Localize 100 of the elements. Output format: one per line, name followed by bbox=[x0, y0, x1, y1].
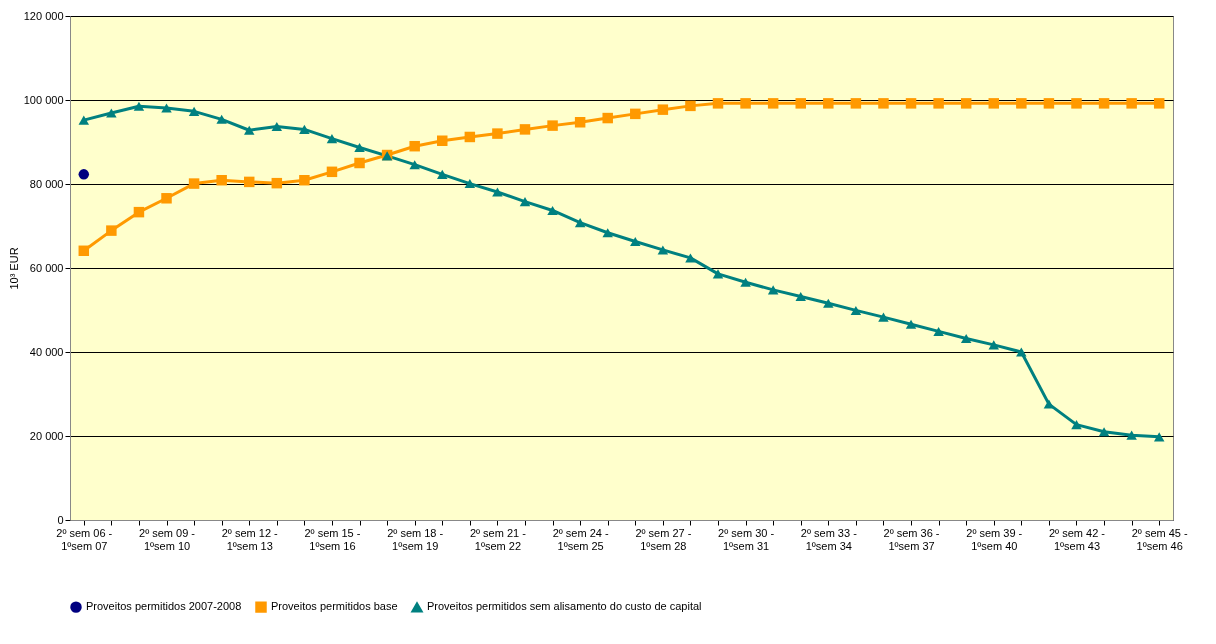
y-tick-label: 60 000 bbox=[29, 261, 64, 274]
point bbox=[243, 176, 255, 188]
point bbox=[712, 98, 724, 109]
point bbox=[795, 98, 806, 109]
point bbox=[630, 237, 641, 247]
y-tick-label: 120 000 bbox=[23, 9, 64, 22]
point bbox=[271, 177, 283, 189]
legend-label: Proveitos permitidos base bbox=[271, 600, 398, 613]
point bbox=[850, 98, 862, 109]
y-tick-label: 100 000 bbox=[23, 93, 64, 106]
point bbox=[933, 98, 944, 109]
legend-label: Proveitos permitidos sem alisamento do custo de capital bbox=[427, 600, 702, 613]
point bbox=[188, 178, 200, 189]
x-tick-label: 2º sem 27 - 1ºsem 28 bbox=[635, 526, 692, 552]
x-tick-label: 2º sem 30 - 1ºsem 31 bbox=[718, 526, 775, 552]
point bbox=[106, 108, 117, 118]
x-tick-label: 2º sem 24 - 1ºsem 25 bbox=[552, 526, 609, 552]
point bbox=[988, 98, 1000, 109]
point bbox=[547, 205, 558, 215]
point bbox=[409, 160, 420, 170]
point bbox=[1153, 98, 1165, 109]
x-tick-label: 2º sem 33 - 1ºsem 34 bbox=[800, 526, 858, 552]
point bbox=[492, 187, 503, 197]
point bbox=[602, 228, 613, 238]
point bbox=[740, 277, 751, 287]
point bbox=[1098, 98, 1110, 109]
point bbox=[161, 193, 172, 204]
point bbox=[354, 142, 365, 152]
point bbox=[960, 98, 972, 109]
point bbox=[492, 128, 503, 139]
point bbox=[299, 174, 310, 186]
point bbox=[464, 131, 476, 143]
x-tick-label: 2º sem 42 - 1ºsem 43 bbox=[1049, 526, 1106, 552]
point bbox=[740, 98, 751, 109]
y-tick-label: 40 000 bbox=[29, 345, 64, 358]
point bbox=[133, 101, 145, 111]
point bbox=[960, 334, 972, 344]
x-tick-label: 2º sem 36 - 1ºsem 37 bbox=[883, 526, 940, 552]
point bbox=[216, 114, 227, 124]
x-tick-label: 2º sem 15 - 1ºsem 16 bbox=[304, 526, 361, 552]
point bbox=[519, 124, 531, 135]
point bbox=[878, 312, 889, 322]
point bbox=[823, 98, 834, 109]
point bbox=[437, 169, 448, 179]
point bbox=[437, 135, 448, 146]
point bbox=[243, 125, 255, 135]
point bbox=[161, 103, 172, 113]
point bbox=[657, 104, 669, 115]
x-tick-label: 2º sem 18 - 1ºsem 19 bbox=[387, 526, 444, 552]
point bbox=[1016, 347, 1027, 357]
point bbox=[106, 225, 117, 236]
point bbox=[519, 197, 531, 207]
point bbox=[409, 140, 420, 152]
point bbox=[767, 98, 779, 109]
point bbox=[850, 305, 862, 315]
point bbox=[547, 120, 558, 131]
point bbox=[133, 206, 145, 218]
point bbox=[188, 106, 200, 116]
point bbox=[878, 98, 889, 109]
point bbox=[823, 298, 834, 308]
y-axis-title: 10³ EUR bbox=[7, 247, 20, 290]
point bbox=[905, 98, 917, 109]
point bbox=[1126, 430, 1137, 440]
x-tick-label: 2º sem 21 - 1ºsem 22 bbox=[469, 526, 527, 552]
point bbox=[574, 218, 586, 228]
point bbox=[1098, 427, 1110, 437]
y-tick-label: 80 000 bbox=[29, 177, 64, 190]
y-tick-label: 0 bbox=[57, 513, 64, 526]
x-tick-label: 2º sem 12 - 1ºsem 13 bbox=[221, 526, 279, 552]
point bbox=[933, 326, 944, 336]
point bbox=[78, 245, 90, 257]
point bbox=[271, 121, 283, 131]
point bbox=[78, 169, 90, 180]
point bbox=[326, 166, 338, 178]
point bbox=[354, 157, 365, 169]
point bbox=[657, 245, 669, 255]
point bbox=[685, 100, 696, 112]
point bbox=[1071, 98, 1082, 109]
point bbox=[1016, 98, 1027, 109]
point bbox=[78, 115, 90, 125]
point bbox=[1153, 432, 1165, 442]
x-tick-label: 2º sem 06 - 1ºsem 07 bbox=[56, 526, 113, 552]
point bbox=[299, 124, 310, 134]
point bbox=[1071, 420, 1082, 430]
point bbox=[988, 340, 1000, 350]
point bbox=[602, 112, 613, 124]
point bbox=[795, 292, 806, 302]
point bbox=[685, 253, 696, 263]
x-tick-label: 2º sem 09 - 1ºsem 10 bbox=[139, 526, 196, 552]
point bbox=[464, 179, 476, 189]
point bbox=[1126, 98, 1137, 109]
point bbox=[574, 117, 586, 128]
x-tick-label: 2º sem 39 - 1ºsem 40 bbox=[966, 526, 1023, 552]
point bbox=[630, 108, 641, 120]
legend-label: Proveitos permitidos 2007-2008 bbox=[86, 600, 242, 613]
point bbox=[767, 285, 779, 295]
point bbox=[1043, 98, 1055, 109]
point bbox=[712, 269, 724, 279]
point bbox=[326, 134, 338, 144]
point bbox=[216, 174, 227, 186]
